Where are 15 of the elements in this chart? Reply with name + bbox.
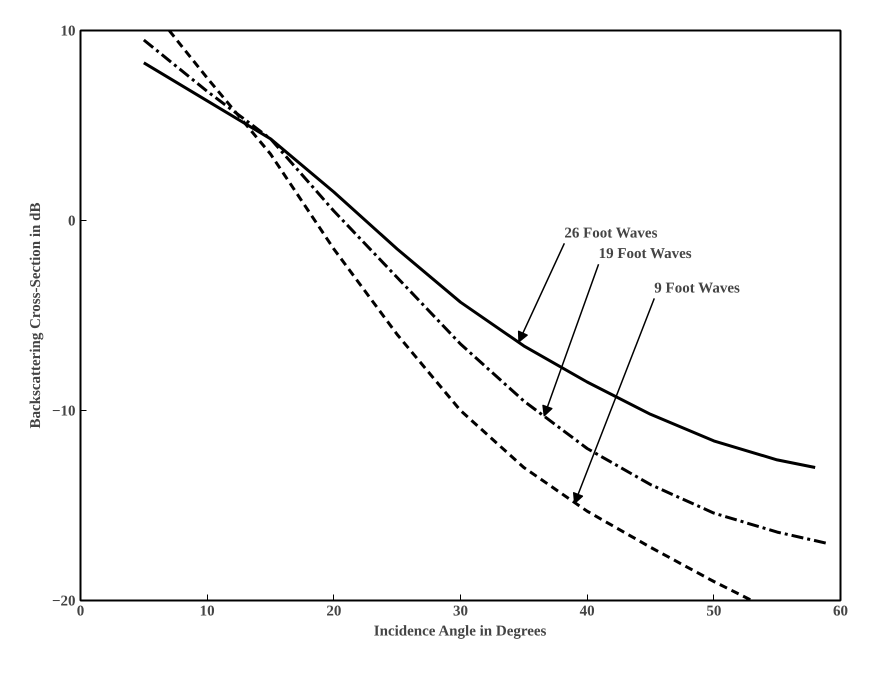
x-tick-label: 40 — [580, 604, 595, 620]
x-tick-label: 60 — [833, 604, 848, 620]
y-axis-title: Backscattering Cross-Section in dB — [28, 202, 44, 428]
x-tick-label: 20 — [326, 604, 342, 620]
x-tick-label: 50 — [706, 604, 722, 620]
annotation: 9 Foot Waves — [654, 280, 740, 296]
annotation: 19 Foot Waves — [598, 246, 692, 262]
annotation: 26 Foot Waves — [564, 225, 658, 242]
y-tick-label: −20 — [52, 594, 76, 610]
x-tick-label: 10 — [200, 604, 215, 620]
x-axis-title: Incidence Angle in Degrees — [374, 624, 547, 640]
y-tick-label: −10 — [52, 404, 76, 420]
y-tick-label: 0 — [68, 214, 76, 230]
x-tick-label: 30 — [453, 604, 468, 620]
y-tick-label: 10 — [60, 24, 76, 40]
